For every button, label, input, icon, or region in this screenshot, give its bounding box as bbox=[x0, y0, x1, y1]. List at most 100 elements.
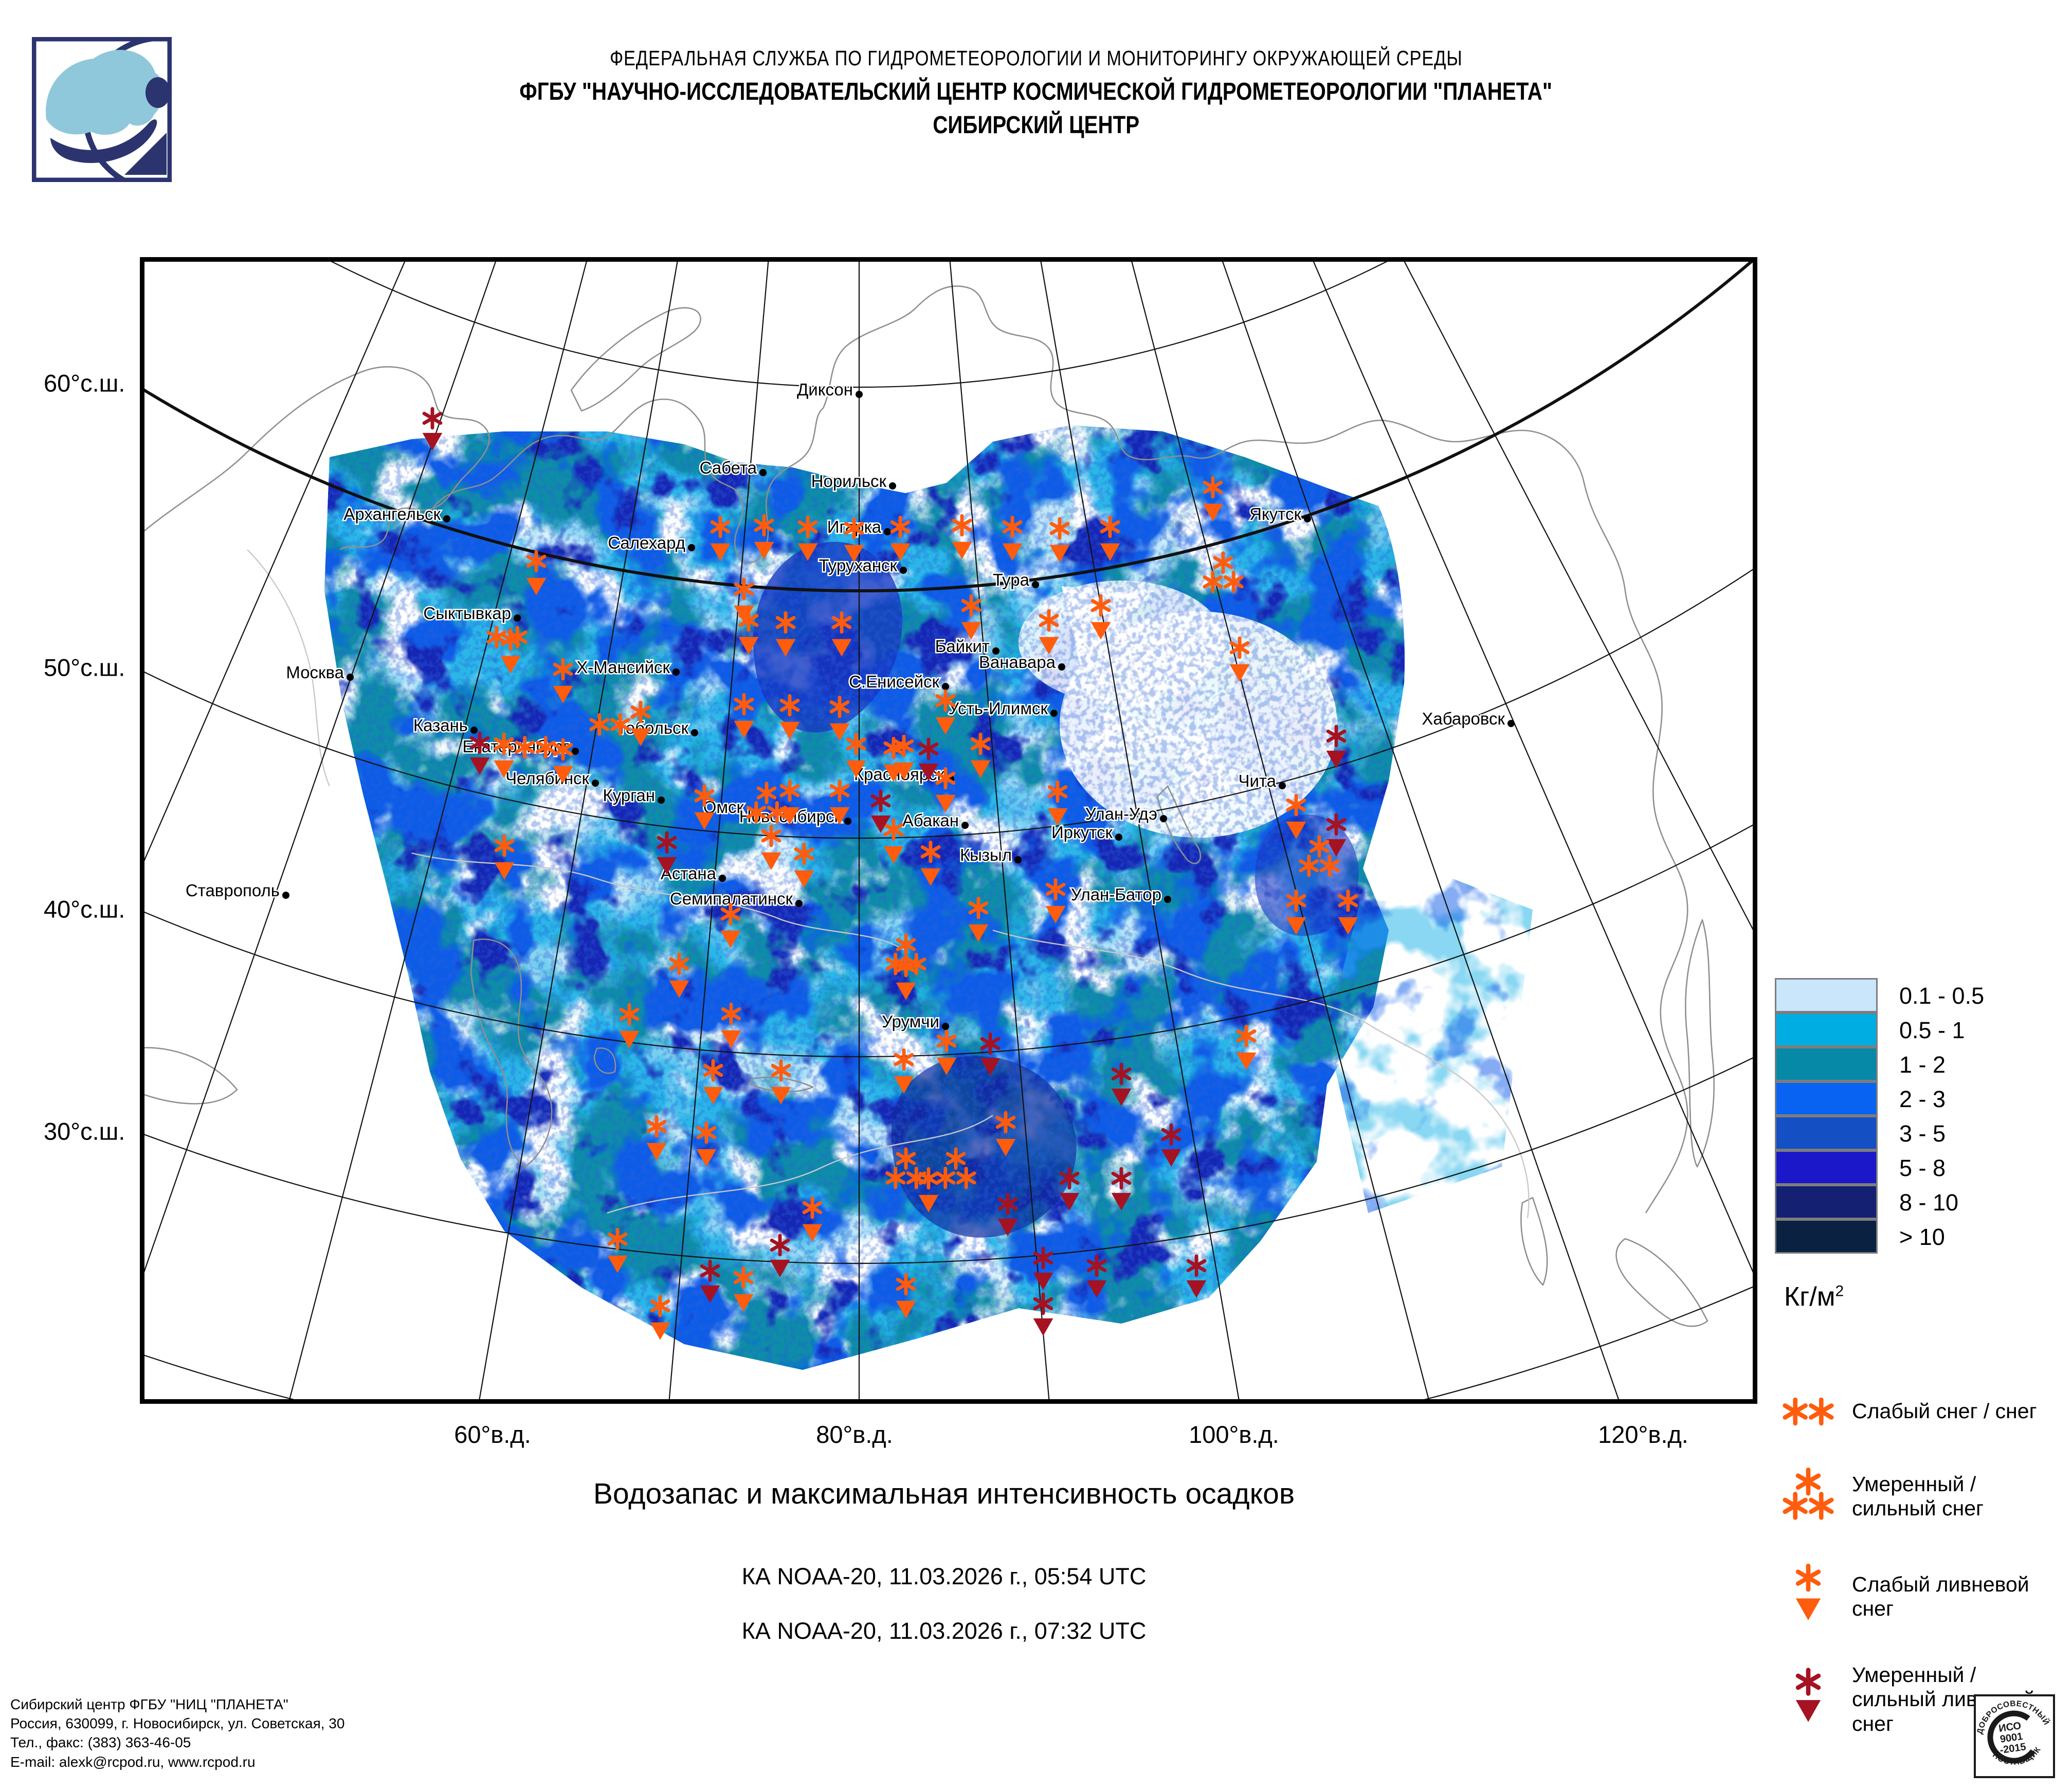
iso-9001-stamp: ДОБРОСОВЕСТНЫЙ ПОСТАВЩИК ИСО 9001 -2015 bbox=[1973, 1694, 2055, 1778]
precip-symbol-sl bbox=[1086, 1254, 1107, 1298]
coastlines bbox=[144, 285, 1715, 1327]
precip-symbol-wl bbox=[646, 1115, 667, 1161]
scale-row: 5 - 8 bbox=[1775, 1150, 1984, 1185]
city-label: Туруханск bbox=[819, 556, 897, 575]
color-scale-legend: 0.1 - 0.5 0.5 - 1 1 - 2 2 - 3 3 - 5 5 - 8 8 - … bbox=[1775, 978, 1985, 1254]
precip-symbol-sl bbox=[1161, 1123, 1182, 1167]
city-label: Якутск bbox=[1249, 504, 1301, 523]
city-marker: Диксон bbox=[795, 379, 863, 401]
country-borders bbox=[247, 549, 1530, 1219]
city-label: Усть-Илимск bbox=[948, 699, 1048, 718]
precip-symbol-sl bbox=[1111, 1167, 1132, 1210]
precip-symbol-wl bbox=[754, 514, 774, 559]
header-agency-line: ФЕДЕРАЛЬНАЯ СЛУЖБА ПО ГИДРОМЕТЕОРОЛОГИИ … bbox=[609, 46, 1463, 70]
city-marker: Курган bbox=[602, 785, 665, 806]
precip-symbol-wl bbox=[650, 1294, 670, 1340]
city-marker: Архангельск bbox=[342, 503, 450, 525]
precip-symbol-wl bbox=[553, 658, 573, 703]
precip-symbol-wl bbox=[1047, 780, 1068, 826]
city-label: Урумчи bbox=[882, 1012, 939, 1031]
city-marker: Москва bbox=[285, 662, 354, 683]
meridian-line bbox=[1313, 262, 1753, 1273]
header-center-line: ФГБУ "НАУЧНО-ИССЛЕДОВАТЕЛЬСКИЙ ЦЕНТР КОС… bbox=[519, 78, 1553, 105]
precip-symbol-wl bbox=[896, 954, 916, 1000]
precip-symbol-wl bbox=[1002, 515, 1023, 561]
precip-symbol-wl bbox=[761, 824, 781, 870]
city-label: Салехард bbox=[608, 533, 685, 552]
precip-symbol-wl bbox=[1338, 889, 1358, 935]
city-label: Улан-Батор bbox=[1071, 885, 1161, 904]
precip-symbol-sl bbox=[980, 1032, 1001, 1076]
footer-phone: Тел., факс: (383) 363-46-05 bbox=[10, 1734, 191, 1751]
precip-symbol-sl bbox=[770, 1234, 790, 1277]
city-marker: Туруханск bbox=[817, 555, 907, 576]
city-label: Абакан bbox=[902, 811, 959, 830]
footer-contacts: Сибирский центр ФГБУ "НИЦ "ПЛАНЕТА" Росс… bbox=[10, 1695, 344, 1771]
city-label: Сабета bbox=[700, 458, 757, 477]
precipitation-symbols bbox=[422, 407, 1358, 1340]
precip-symbol-sl bbox=[657, 831, 677, 875]
scale-row: 8 - 10 bbox=[1775, 1184, 1984, 1220]
scale-range-label: 0.1 - 0.5 bbox=[1899, 982, 1985, 1009]
lon-tick-label: 100°в.д. bbox=[1189, 1421, 1279, 1448]
precip-symbol-wl bbox=[779, 779, 800, 825]
city-label: Ванавара bbox=[979, 653, 1056, 672]
precip-symbol-wl bbox=[1236, 1024, 1257, 1070]
lat-tick-label: 40°с.ш. bbox=[44, 895, 125, 923]
header-branch-line: СИБИРСКИЙ ЦЕНТР bbox=[933, 112, 1139, 139]
scale-range-label: 5 - 8 bbox=[1899, 1154, 1946, 1181]
satellite-pass-line-2: КА NOAA-20, 11.03.2026 г., 07:32 UTC bbox=[741, 1618, 1147, 1644]
precip-symbol-wl bbox=[1286, 793, 1306, 839]
precip-symbol-sl bbox=[469, 731, 490, 775]
precip-symbol-wl bbox=[526, 550, 547, 595]
lon-tick-label: 80°в.д. bbox=[816, 1421, 893, 1448]
logo-corner-triangle bbox=[124, 133, 167, 175]
precip-symbol-wl bbox=[797, 515, 818, 561]
legend-unit-label: Кг/м2 bbox=[1784, 1281, 1844, 1312]
precip-symbol-wl bbox=[894, 734, 914, 780]
lat-tick-label: 60°с.ш. bbox=[44, 369, 125, 397]
city-marker: Сабета bbox=[698, 457, 767, 479]
scale-color-box bbox=[1775, 1081, 1878, 1116]
precip-symbol-wl bbox=[995, 1111, 1016, 1156]
precip-symbol-sl bbox=[1326, 813, 1347, 857]
legend-label-weak-shower-snow: Слабый ливневой снег bbox=[1852, 1572, 2029, 1620]
city-marker: Байкит bbox=[934, 636, 999, 657]
city-marker: Семипалатинск bbox=[668, 888, 803, 910]
scale-color-box bbox=[1775, 1184, 1878, 1219]
city-marker: Ванавара bbox=[977, 652, 1065, 673]
precip-symbol-ms bbox=[885, 1147, 926, 1189]
scale-row: 0.5 - 1 bbox=[1775, 1012, 1984, 1047]
footer-org: Сибирский центр ФГБУ "НИЦ "ПЛАНЕТА" bbox=[10, 1696, 288, 1712]
precip-symbol-wl bbox=[1229, 636, 1250, 682]
precip-symbol-wl bbox=[710, 515, 731, 561]
city-label: Улан-Удэ bbox=[1085, 804, 1157, 823]
meridian-line bbox=[144, 262, 497, 1273]
precip-symbol-sl bbox=[1033, 1292, 1053, 1336]
city-label: Сыктывкар bbox=[423, 604, 511, 623]
precip-symbol-wl bbox=[500, 628, 521, 674]
scale-row: 0.1 - 0.5 bbox=[1775, 978, 1985, 1013]
precip-symbol-wl bbox=[936, 1029, 957, 1075]
precip-symbol-wl bbox=[890, 515, 911, 561]
precip-symbol-sl bbox=[1186, 1254, 1207, 1298]
precip-symbol-wl bbox=[771, 1059, 791, 1105]
weak-shower-snow-icon bbox=[1795, 1563, 1821, 1620]
city-marker: Казань bbox=[412, 715, 478, 736]
city-marker: Х-Мансийск bbox=[575, 657, 680, 678]
precip-symbol-wl bbox=[920, 840, 941, 886]
precip-symbol-wl bbox=[775, 611, 796, 657]
city-label: Байкит bbox=[935, 637, 990, 656]
map-frame: Москва Архангельск Сыктывкар Казань Екатерин… bbox=[140, 257, 1757, 1404]
city-marker: С.Енисейск bbox=[848, 671, 949, 693]
weak-snow-icon bbox=[1783, 1397, 1834, 1426]
precip-symbol-wl bbox=[829, 695, 850, 741]
precip-symbol-wl bbox=[1286, 889, 1306, 935]
city-marker: Челябинск bbox=[504, 768, 599, 789]
lon-tick-label: 60°в.д. bbox=[454, 1421, 531, 1448]
scale-row: 1 - 2 bbox=[1775, 1046, 1984, 1082]
scale-color-box bbox=[1775, 1150, 1878, 1185]
precip-symbol-wl bbox=[1090, 594, 1111, 640]
precip-symbol-wl bbox=[918, 1167, 939, 1213]
precip-symbol-wl bbox=[607, 1227, 628, 1273]
